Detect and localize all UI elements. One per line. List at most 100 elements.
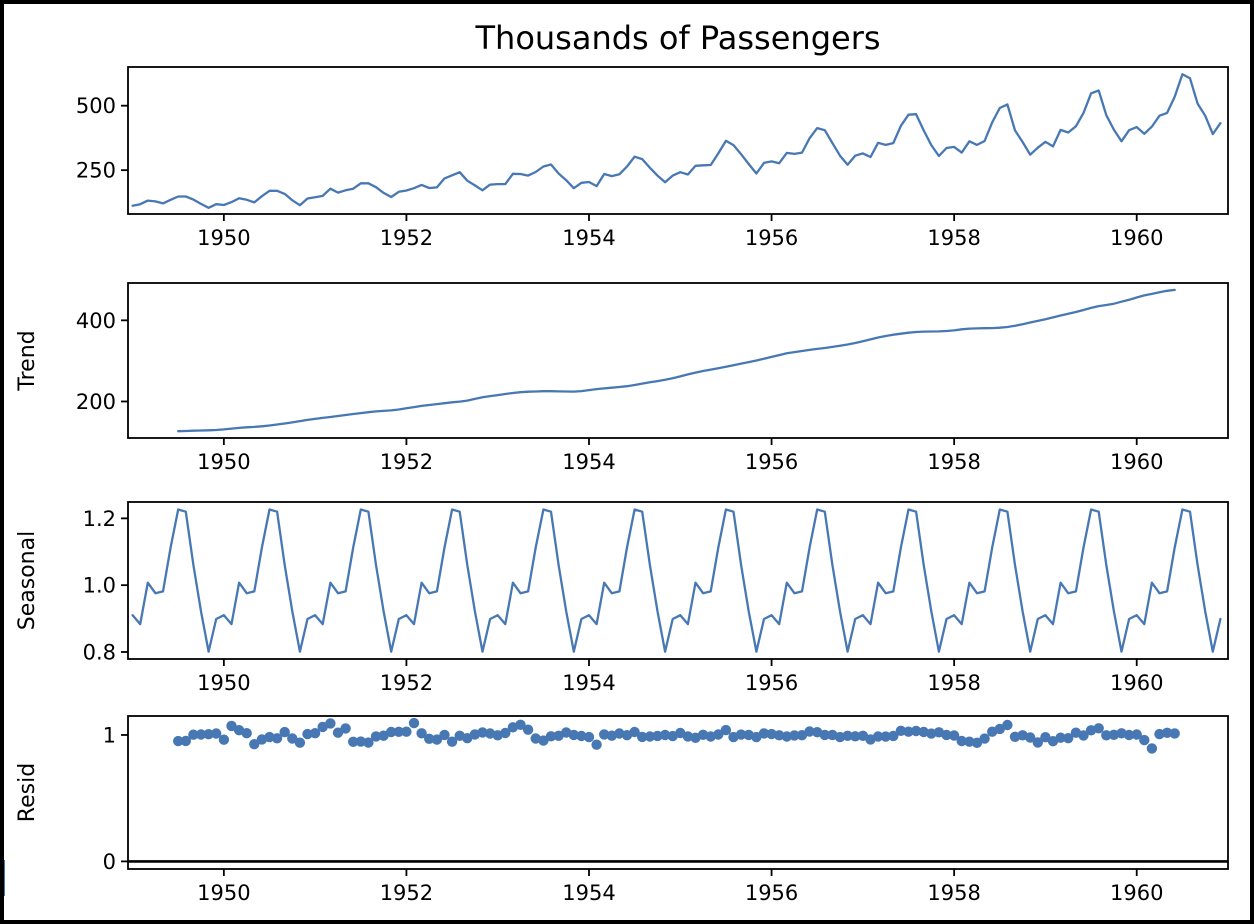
- resid-point: [1002, 719, 1013, 731]
- resid-point: [964, 736, 975, 747]
- resid-point: [1146, 743, 1158, 754]
- resid-point: [325, 718, 336, 729]
- seasonal-line: [131, 508, 1222, 653]
- observed-line: [131, 73, 1222, 209]
- resid-point: [203, 729, 214, 740]
- resid-point: [910, 725, 922, 737]
- resid-point: [355, 736, 366, 747]
- resid-point: [249, 739, 260, 750]
- y-tick-label: 250: [76, 159, 116, 183]
- x-tick-label: 1950: [197, 450, 250, 474]
- resid-point: [195, 729, 207, 740]
- resid-point: [500, 727, 511, 739]
- resid-point: [416, 728, 427, 739]
- resid-point: [188, 729, 199, 740]
- x-tick-label: 1950: [197, 881, 250, 905]
- resid-point: [294, 737, 306, 748]
- x-tick-label: 1958: [927, 226, 980, 250]
- resid-point: [1131, 729, 1142, 740]
- resid-point: [735, 729, 747, 740]
- x-tick-label: 1958: [927, 881, 980, 905]
- resid-point: [1169, 728, 1180, 739]
- resid-point: [637, 731, 648, 743]
- resid-point: [515, 719, 526, 730]
- x-tick-label: 1954: [562, 226, 615, 250]
- x-tick-label: 1950: [197, 226, 250, 250]
- resid-point: [363, 737, 374, 748]
- resid-point: [880, 731, 891, 742]
- resid-point: [591, 739, 602, 750]
- resid-point: [758, 728, 770, 739]
- resid-point: [1093, 723, 1104, 734]
- x-tick-label: 1960: [1110, 226, 1163, 250]
- figure-canvas: Thousands of Passengers Trend Seasonal R…: [15, 19, 1229, 905]
- panel-resid: 0 1 1950 1952 1954 1956 1958 1960: [103, 715, 1229, 905]
- y-tick-label: 0.8: [83, 640, 116, 664]
- resid-point: [446, 736, 458, 747]
- resid-point: [576, 730, 587, 742]
- resid-point: [941, 729, 952, 741]
- x-tick-label: 1958: [927, 450, 980, 474]
- resid-point: [583, 731, 595, 743]
- resid-point: [173, 735, 184, 747]
- x-tick-label: 1954: [562, 671, 615, 695]
- resid-point: [309, 728, 321, 739]
- resid-point: [211, 728, 222, 739]
- resid-point: [652, 730, 663, 742]
- resid-point: [850, 731, 861, 742]
- resid-point: [302, 728, 313, 740]
- resid-point: [218, 734, 230, 745]
- resid-point: [538, 735, 549, 746]
- resid-point: [713, 729, 724, 740]
- ylabel-trend: Trend: [15, 330, 40, 391]
- y-tick-label: 1.2: [83, 507, 116, 531]
- observed-axes-frame: [127, 66, 1229, 215]
- resid-point: [431, 734, 443, 745]
- resid-point: [956, 735, 967, 747]
- border-artifact: [4, 860, 5, 896]
- resid-point: [180, 735, 191, 747]
- resid-point: [370, 731, 382, 742]
- resid-point: [888, 730, 899, 742]
- x-tick-label: 1956: [745, 671, 798, 695]
- x-tick-label: 1956: [745, 226, 798, 250]
- resid-point: [332, 727, 344, 738]
- resid-point: [804, 726, 815, 737]
- panel-seasonal: 0.8 1.0 1.2 1950 1952 1954 1956 1958 1960: [83, 501, 1229, 695]
- resid-point: [424, 733, 435, 744]
- x-tick-label: 1954: [562, 450, 615, 474]
- y-tick-label: 1.0: [83, 574, 116, 598]
- trend-axes-frame: [127, 282, 1229, 439]
- resid-point: [659, 729, 671, 741]
- resid-point: [895, 725, 907, 736]
- x-tick-label: 1956: [745, 881, 798, 905]
- seasonal-axes-frame: [127, 501, 1229, 660]
- resid-point: [903, 726, 914, 737]
- x-tick-label: 1952: [380, 450, 433, 474]
- resid-point: [872, 731, 884, 742]
- resid-point: [279, 726, 290, 738]
- resid-point: [393, 726, 404, 737]
- resid-point: [348, 736, 359, 747]
- x-tick-label: 1952: [380, 881, 433, 905]
- resid-point: [1101, 730, 1112, 741]
- resid-point: [241, 728, 252, 739]
- resid-point: [644, 731, 656, 742]
- trend-line: [177, 288, 1176, 433]
- resid-point: [386, 726, 397, 738]
- resid-point: [971, 737, 983, 748]
- resid-point: [948, 730, 960, 741]
- resid-point: [1032, 737, 1044, 748]
- y-tick-label: 1: [103, 723, 116, 747]
- x-tick-label: 1954: [562, 881, 615, 905]
- resid-point: [1139, 734, 1150, 746]
- resid-point: [842, 730, 853, 741]
- x-tick-label: 1952: [380, 671, 433, 695]
- x-tick-label: 1950: [197, 671, 250, 695]
- x-tick-label: 1960: [1110, 881, 1163, 905]
- resid-point: [439, 729, 450, 741]
- resid-point: [401, 726, 412, 737]
- y-tick-label: 0: [103, 850, 116, 874]
- resid-point: [1078, 730, 1089, 741]
